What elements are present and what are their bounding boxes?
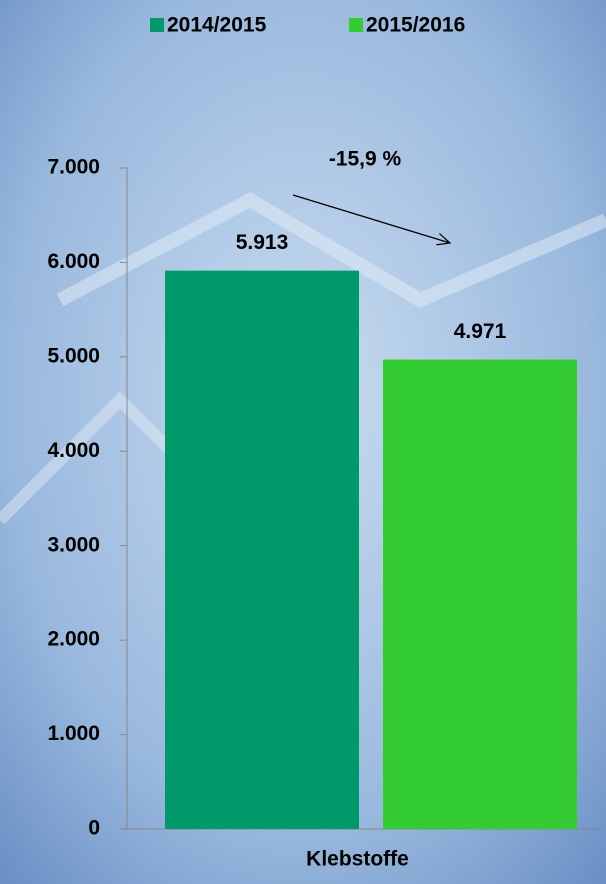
legend-swatch <box>150 18 164 32</box>
bar <box>383 360 577 829</box>
y-tick-label: 4.000 <box>47 439 100 462</box>
y-tick-label: 2.000 <box>47 628 100 651</box>
y-tick-label: 7.000 <box>47 156 100 179</box>
x-tick-label: Klebstoffe <box>306 848 409 871</box>
y-tick-label: 6.000 <box>47 250 100 273</box>
legend-label: 2014/2015 <box>167 14 267 37</box>
y-tick-label: 0 <box>88 817 100 840</box>
chart: -15,9 % 0 1.000 2.000 3.000 4.000 5.000 6.000 7… <box>0 0 606 884</box>
legend-label: 2015/2016 <box>366 14 465 37</box>
y-tick-label: 3.000 <box>47 533 100 556</box>
y-tick-label: 5.000 <box>47 344 100 367</box>
value-label: 5.913 <box>236 231 289 254</box>
legend-swatch <box>349 18 363 32</box>
annotation: -15,9 % <box>329 148 402 171</box>
bar <box>165 271 359 829</box>
value-label: 4.971 <box>454 320 507 343</box>
y-tick-label: 1.000 <box>47 722 100 745</box>
